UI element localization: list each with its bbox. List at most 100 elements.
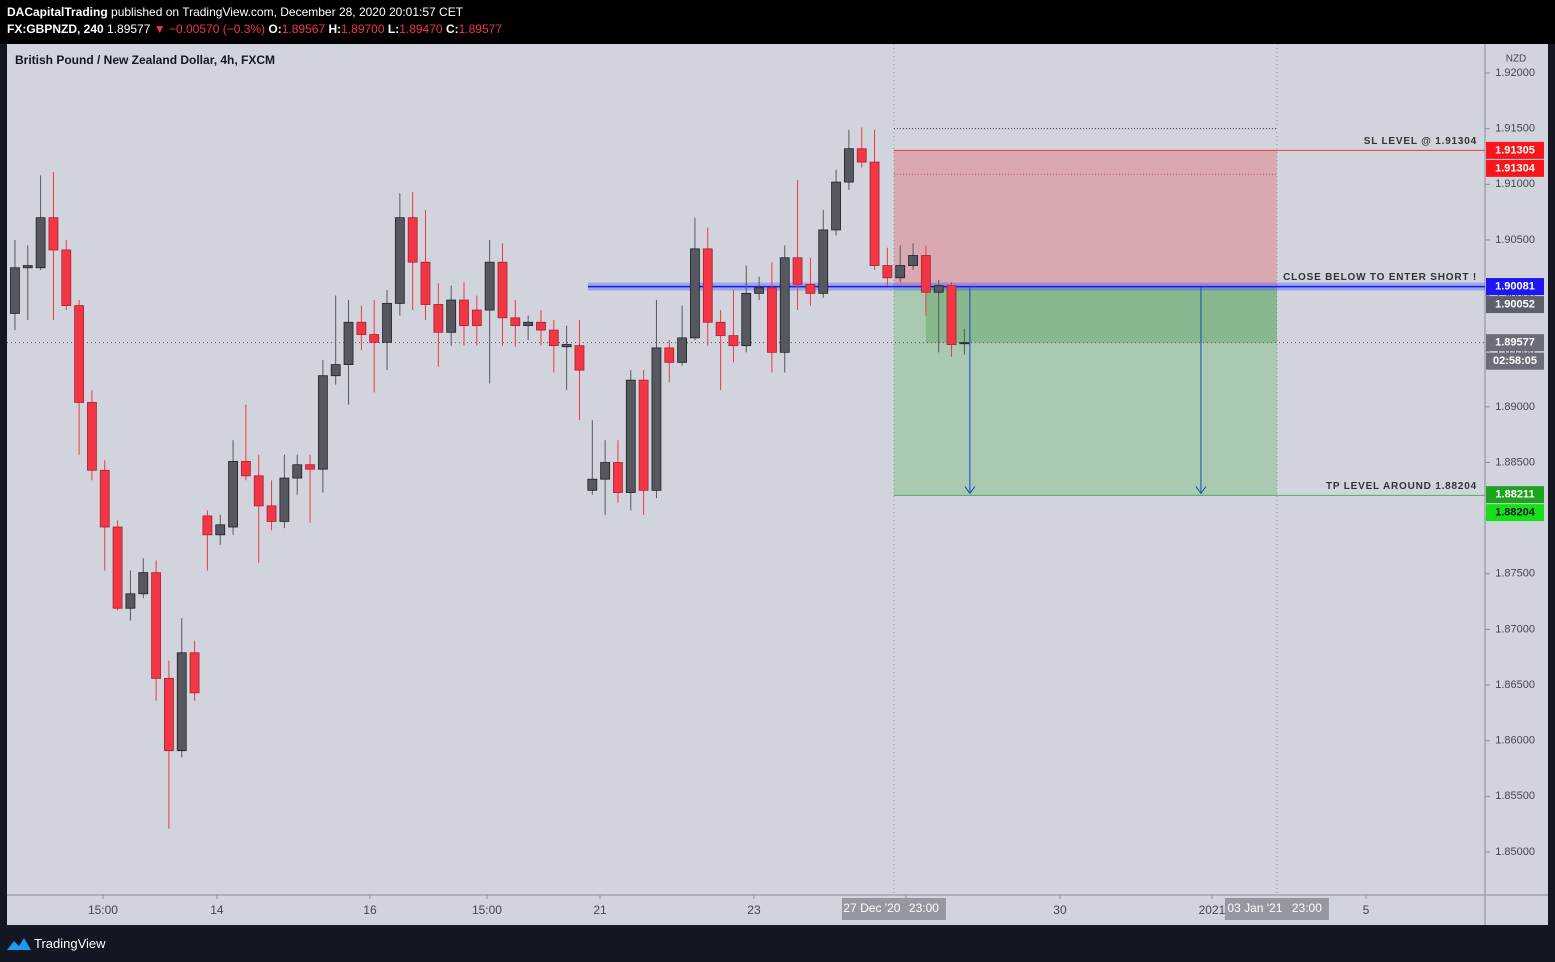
filled-zone [925, 286, 1277, 343]
annotation: SL LEVEL @ 1.91304 [1364, 136, 1477, 147]
candle-body [497, 261, 508, 319]
candle-body [895, 265, 906, 279]
candle-body [767, 287, 777, 353]
candle-body [330, 364, 341, 377]
y-tick-label: 1.89000 [1495, 401, 1535, 413]
candle-body [164, 677, 174, 752]
candle-body [240, 460, 251, 477]
candle-body [548, 329, 559, 347]
candle-body [151, 572, 161, 679]
o-value: 1.89567 [281, 22, 326, 36]
candle-body [510, 317, 521, 327]
candle-body [35, 217, 46, 269]
candle-body [189, 652, 200, 694]
l-label: L: [387, 22, 400, 36]
candle-body [664, 347, 675, 363]
candle-body [343, 321, 354, 365]
candle-body [279, 477, 290, 522]
time-highlight-date: 03 Jan '21 [1227, 901, 1282, 915]
candle-body [433, 304, 444, 333]
candle-body [792, 257, 803, 285]
publish-line: DACapitalTrading published on TradingVie… [7, 5, 463, 19]
annotation: TP LEVEL AROUND 1.88204 [1326, 481, 1477, 492]
brand: TradingView [34, 936, 106, 951]
candle-body [228, 460, 238, 528]
candle-body [869, 161, 880, 266]
time-highlight-box [841, 898, 946, 920]
price-label: 1.90052 [1495, 298, 1535, 310]
candle-body [600, 462, 611, 480]
candle-body [471, 309, 482, 327]
author: DACapitalTrading [7, 5, 108, 19]
time-highlight-time: 23:00 [909, 901, 939, 915]
price: 1.89577 [107, 22, 151, 36]
candle-body [702, 248, 713, 323]
symbol-line: FX:GBPNZD, 240 1.89577 ▼ −0.00570 (−0.3%… [7, 22, 502, 36]
header: DACapitalTrading published on TradingVie… [0, 0, 1555, 44]
candle-body [138, 572, 149, 595]
x-tick-label: 30 [1053, 903, 1067, 917]
candle-body [856, 148, 867, 163]
countdown: 02:58:05 [1493, 355, 1537, 367]
candle-body [779, 257, 790, 353]
candle-body [394, 217, 405, 304]
candle-body [946, 285, 957, 345]
symbol: FX:GBPNZD, 240 [7, 22, 104, 36]
price-label: 1.91304 [1495, 162, 1536, 174]
candle-body [690, 248, 700, 339]
x-tick-label: 14 [210, 903, 224, 917]
candle-body [125, 593, 136, 609]
candle-body [754, 287, 764, 294]
candle-body [382, 302, 392, 343]
y-tick-label: 1.90500 [1495, 234, 1535, 246]
y-tick-label: 1.85000 [1495, 846, 1535, 858]
candle-body [176, 652, 187, 752]
chart: British Pound / New Zealand Dollar, 4h, … [7, 44, 1548, 925]
target-zone [893, 286, 1277, 496]
candle-body [10, 267, 20, 314]
annotation: CLOSE BELOW TO ENTER SHORT ! [1283, 272, 1477, 283]
candle-body [292, 464, 303, 479]
candle-body [959, 342, 970, 345]
currency: NZD [1506, 54, 1527, 65]
arrow-head [964, 486, 976, 495]
candle-body [202, 515, 213, 536]
candle-body [253, 475, 264, 507]
candle-body [613, 462, 623, 493]
time-highlight-box [1224, 898, 1329, 920]
price-label: 1.88211 [1495, 489, 1534, 501]
h-value: 1.89700 [341, 22, 385, 36]
x-tick-label: 21 [593, 903, 607, 917]
price-label: 1.90081 [1495, 280, 1535, 292]
l-value: 1.89470 [399, 22, 443, 36]
candle-body [446, 299, 457, 333]
x-tick-label: 15:00 [88, 903, 118, 917]
candle-body [484, 261, 495, 311]
candle-body [407, 217, 418, 263]
candle-body [369, 334, 380, 343]
chart-background [7, 44, 1548, 925]
footer: TradingView [0, 925, 1555, 962]
price-label-box [1486, 334, 1544, 352]
y-tick-label: 1.86500 [1495, 679, 1535, 691]
candle-body [536, 321, 546, 331]
candle-body [523, 321, 534, 327]
candle-body [574, 345, 585, 371]
y-tick-label: 1.92000 [1495, 67, 1535, 79]
candle-body [715, 321, 726, 337]
candle-body [638, 379, 649, 491]
candle-body [112, 526, 123, 609]
candle-body [420, 261, 431, 305]
candle-body [48, 217, 59, 251]
candle-body [74, 305, 85, 403]
candle-body [22, 265, 33, 269]
candle-body [215, 524, 226, 536]
candle-body [843, 148, 854, 183]
time-highlight-date: 27 Dec '20 [843, 901, 900, 915]
logo [7, 938, 31, 950]
candle-body [266, 505, 277, 522]
change: ▼ −0.00570 (−0.3%) [153, 22, 266, 36]
candle-body [920, 255, 931, 293]
published: published on TradingView.com, December 2… [111, 5, 464, 19]
candle-body [831, 181, 841, 231]
